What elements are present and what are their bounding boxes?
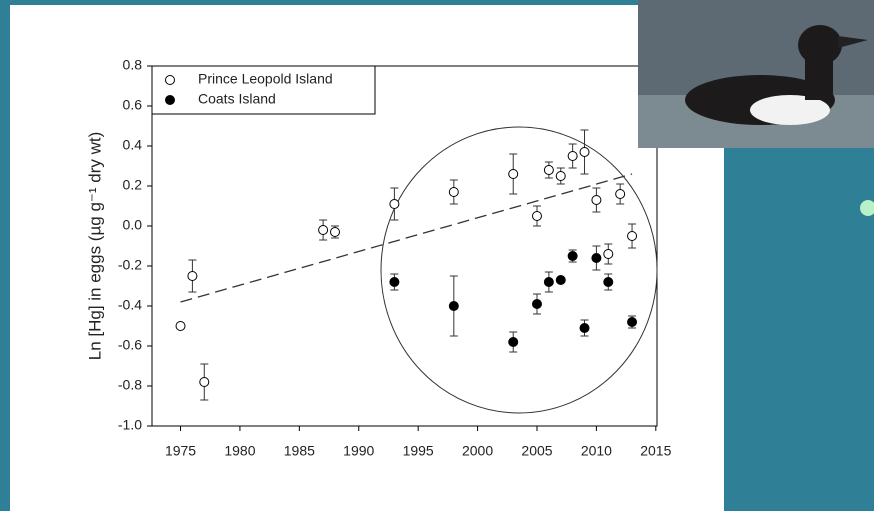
legend-marker [166, 96, 175, 105]
point [319, 226, 328, 235]
point [556, 172, 565, 181]
point [509, 338, 518, 347]
slide: Ln [Hg] in eggs (µg g⁻¹ dry wt) 0.8 0.6 0.… [0, 0, 874, 511]
point [188, 272, 197, 281]
y-axis-label: Ln [Hg] in eggs (µg g⁻¹ dry wt) [85, 132, 104, 361]
x-tick-label: 1980 [224, 443, 255, 459]
point [449, 188, 458, 197]
point [580, 148, 589, 157]
point [509, 170, 518, 179]
point [449, 302, 458, 311]
y-tick-label: -1.0 [118, 417, 142, 433]
point [592, 196, 601, 205]
x-tick-label: 1995 [403, 443, 434, 459]
point [628, 232, 637, 241]
point [604, 278, 613, 287]
y-tick-label: -0.8 [118, 377, 142, 393]
point [568, 252, 577, 261]
point [544, 166, 553, 175]
y-tick-label: 0.2 [123, 177, 143, 193]
point [330, 228, 339, 237]
point [544, 278, 553, 287]
point [532, 300, 541, 309]
page: {"chart_data": {"type": "scatter", "ylab… [0, 0, 874, 511]
x-tick-label: 1975 [165, 443, 196, 459]
point [556, 276, 565, 285]
x-tick-label: 1990 [343, 443, 374, 459]
point [200, 378, 209, 387]
legend-marker [166, 76, 175, 85]
x-tick-label: 2000 [462, 443, 493, 459]
y-tick-label: 0.8 [123, 57, 143, 73]
x-tick-label: 1985 [284, 443, 315, 459]
bullet [860, 200, 874, 216]
point [592, 254, 601, 263]
legend-label: Coats Island [198, 91, 276, 107]
y-tick-label: -0.4 [118, 297, 142, 313]
y-tick-label: 0.4 [123, 137, 143, 153]
legend-label: Prince Leopold Island [198, 71, 333, 87]
bird-photo [638, 0, 874, 148]
point [616, 190, 625, 199]
x-tick-label: 2015 [640, 443, 671, 459]
point [568, 152, 577, 161]
point [532, 212, 541, 221]
point [390, 200, 399, 209]
x-tick-label: 2005 [521, 443, 552, 459]
y-tick-label: -0.2 [118, 257, 142, 273]
point [580, 324, 589, 333]
point [176, 322, 185, 331]
bird-neck [805, 45, 833, 100]
point [604, 250, 613, 259]
y-tick-label: -0.6 [118, 337, 142, 353]
point [390, 278, 399, 287]
x-tick-label: 2010 [581, 443, 612, 459]
y-tick-label: 0.0 [123, 217, 143, 233]
point [628, 318, 637, 327]
y-tick-label: 0.6 [123, 97, 143, 113]
